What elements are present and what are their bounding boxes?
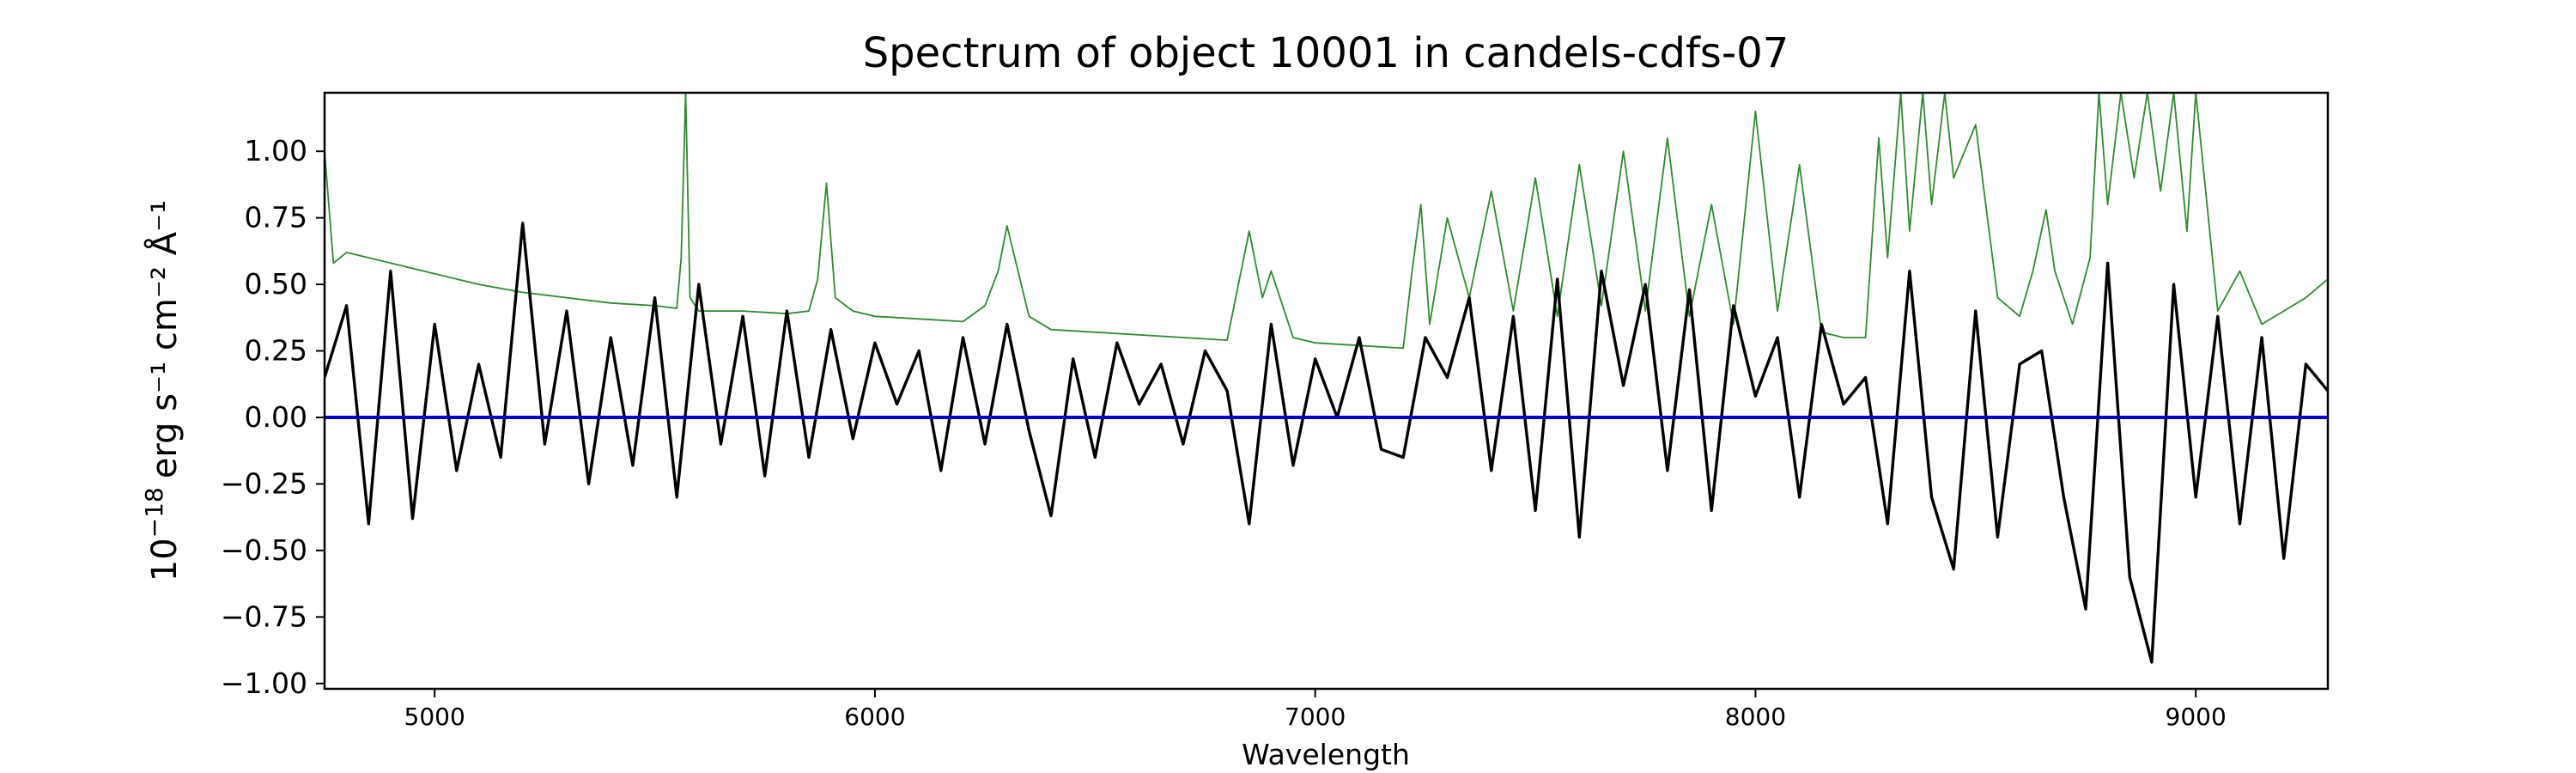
y-tick-label: −0.75 <box>221 600 307 633</box>
y-axis-label-base: 10 <box>145 538 185 581</box>
x-tick-label: 9000 <box>2166 703 2227 731</box>
x-axis-label: Wavelength <box>1242 738 1410 771</box>
y-tick-label: 0.25 <box>245 334 307 368</box>
y-tick-label: 0.75 <box>245 201 307 234</box>
y-axis-label-units: erg s⁻¹ cm⁻² Å⁻¹ <box>143 200 185 479</box>
x-tick-label: 8000 <box>1725 703 1786 731</box>
y-axis-label: 10−18 erg s⁻¹ cm⁻² Å⁻¹ <box>140 200 185 582</box>
x-tick-label: 5000 <box>404 703 465 731</box>
series-line-error <box>325 93 2328 350</box>
y-tick-label: −0.25 <box>221 466 307 500</box>
y-tick-label: 1.00 <box>245 134 307 167</box>
series-line-flux <box>325 222 2328 664</box>
series-layer <box>325 93 2328 664</box>
x-tick-label: 6000 <box>844 703 905 731</box>
y-tick-label: −1.00 <box>221 666 307 700</box>
plot-frame <box>323 91 2330 691</box>
y-tick-label: −0.50 <box>221 533 307 567</box>
y-tick-label: 0.00 <box>245 400 307 434</box>
y-axis: −1.00 −0.75 −0.50 −0.25 0.00 0.25 0.50 0.75 1.00 <box>221 134 325 700</box>
x-tick-label: 7000 <box>1285 703 1346 731</box>
y-tick-label: 0.50 <box>245 267 307 301</box>
y-axis-label-exponent: −18 <box>140 487 168 538</box>
x-axis: 5000 6000 7000 8000 9000 <box>404 689 2227 731</box>
plot-area <box>323 91 2330 691</box>
chart-title: Spectrum of object 10001 in candels-cdfs… <box>863 29 1789 77</box>
